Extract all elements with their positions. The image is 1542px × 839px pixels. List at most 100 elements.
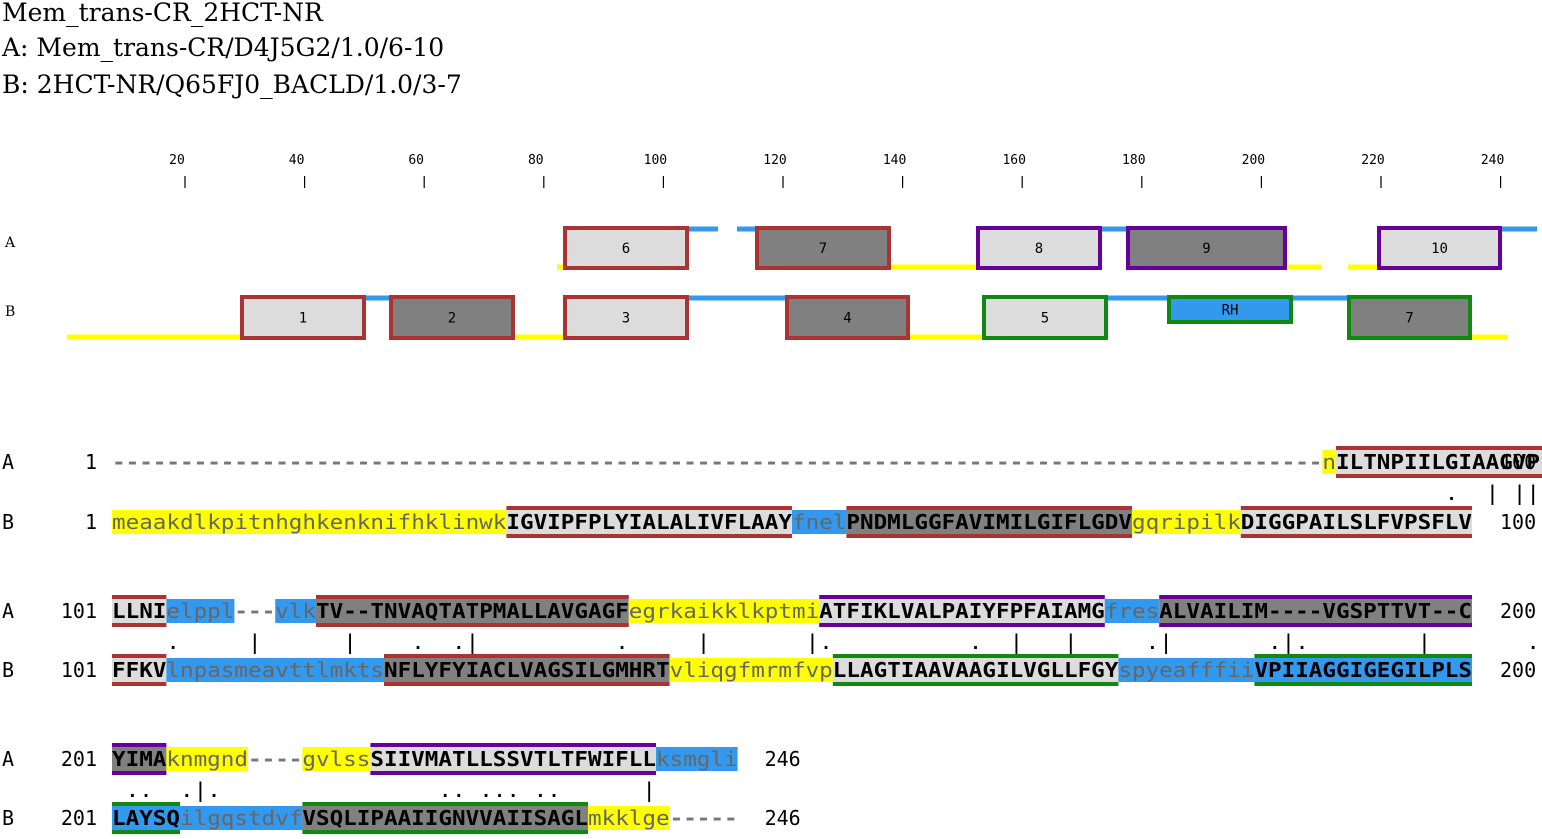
seq-a-segment-bg xyxy=(1104,599,1160,623)
seq-a-segment-bg xyxy=(275,599,316,623)
track-b-helix-box-label: RH xyxy=(1222,303,1239,319)
row-start-b: 1 xyxy=(85,510,97,534)
seq-b-segment-bg xyxy=(180,806,303,830)
match-line: . | || . xyxy=(112,481,1542,505)
seq-b-residues: ilgqstdvf xyxy=(180,806,302,830)
sequence-a-description: A: Mem_trans-CR/D4J5G2/1.0/6-10 xyxy=(2,33,445,62)
ruler-tick-label: 120 xyxy=(763,153,786,168)
seq-b-residues: lnpasmeavttlmkts xyxy=(166,658,384,682)
seq-a-segment-bg xyxy=(1159,599,1472,623)
match-line: . | | . .| . | |. . | | .| .|. | . xyxy=(112,630,1540,654)
track-b-helix-box-label: 7 xyxy=(1405,311,1413,327)
row-label-b: B xyxy=(2,510,14,534)
track-b-helix-box-label: 2 xyxy=(448,311,456,327)
row-end-a: 200 xyxy=(1500,599,1536,623)
ruler-tick-label: 100 xyxy=(644,153,667,168)
seq-b-helix-border-top xyxy=(506,506,792,510)
seq-b-residues: PNDMLGGFAVIMILGIFLGDV xyxy=(846,510,1132,534)
ruler-tick-label: 80 xyxy=(528,153,544,168)
track-a-helix-box xyxy=(976,226,1102,270)
seq-a-helix-border-top xyxy=(112,595,167,599)
track-a-helix-box xyxy=(563,226,689,270)
seq-b-segment-bg xyxy=(846,510,1132,534)
seq-a-residues: fres xyxy=(1105,599,1159,623)
seq-a-helix-border-top xyxy=(1159,595,1472,599)
row-end-b: 200 xyxy=(1500,658,1536,682)
position-ruler: 20 40 60 80 100 120 140 160 180 200 220 240 xyxy=(169,153,1504,188)
seq-a-helix-border-bottom xyxy=(112,771,167,775)
seq-b-helix-border-bottom xyxy=(1254,682,1472,686)
ruler-tick-label: 200 xyxy=(1242,153,1265,168)
seq-a-residues: egrkaikklkptmi xyxy=(629,599,819,623)
seq-a-helix-border-bottom xyxy=(819,623,1105,627)
seq-b-residues: NFLYFYIACLVAGSILGMHRT xyxy=(384,658,670,682)
seq-a-residues: ----------------------------------------… xyxy=(112,450,1322,474)
seq-b-helix-border-top xyxy=(832,654,1119,658)
seq-b-helix-border-top xyxy=(302,802,588,806)
track-b-helix-box xyxy=(563,295,689,340)
seq-b-segment-bg xyxy=(112,510,507,534)
seq-a-helix-border-top xyxy=(1336,446,1542,450)
seq-a-residues: SIIVMATLLSSVTLTFWIFLL xyxy=(370,747,656,771)
seq-a-segment-bg xyxy=(1322,450,1336,474)
match-line: .. .|. .. ... .. | xyxy=(112,778,656,802)
seq-a-residues: n xyxy=(1322,450,1336,474)
seq-a-residues: gvlss xyxy=(302,747,370,771)
track-b-helix-box xyxy=(240,295,366,340)
seq-a-segment-bg xyxy=(166,747,248,771)
sequence-alignment: A 1B 1------------------------------------… xyxy=(2,446,1542,834)
seq-b-helix-border-bottom xyxy=(112,830,180,834)
seq-a-segment-bg xyxy=(112,599,167,623)
row-label-b: B xyxy=(2,658,14,682)
row-label-a: A xyxy=(2,747,14,771)
track-b-helix-box-label: 3 xyxy=(622,311,630,327)
row-start-b: 201 xyxy=(61,806,97,830)
seq-a-segment-bg xyxy=(656,747,738,771)
ruler-tick-label: 220 xyxy=(1361,153,1384,168)
seq-b-segment-bg xyxy=(792,510,847,534)
seq-a-segment-bg xyxy=(302,747,371,771)
topology-tracks: A B 6 7 8 9 10 1 2 3 4 5 RH 7 xyxy=(4,226,1537,340)
track-b-helix-box-label: 5 xyxy=(1041,311,1049,327)
track-a-helix-box-label: 10 xyxy=(1431,241,1448,257)
row-start-b: 101 xyxy=(61,658,97,682)
seq-a-residues: ---- xyxy=(248,747,302,771)
seq-b-segment-bg xyxy=(166,658,384,682)
track-a-helix-box xyxy=(755,226,891,270)
ruler-tick-label: 40 xyxy=(289,153,305,168)
seq-b-residues: LLAGTIAAVAAGILVGLLFGY xyxy=(833,658,1119,682)
seq-b-helix-border-bottom xyxy=(112,682,167,686)
seq-b-helix-border-top xyxy=(384,654,670,658)
seq-a-residues: elppl xyxy=(166,599,234,623)
seq-b-helix-border-bottom xyxy=(384,682,670,686)
seq-a-segment-bg xyxy=(819,599,1105,623)
seq-b-segment-bg xyxy=(112,658,167,682)
seq-a-residues: LLNI xyxy=(112,599,166,623)
seq-b-segment-bg xyxy=(1254,658,1472,682)
seq-b-residues: FFKV xyxy=(112,658,166,682)
seq-b-residues: VPIIAGGIGEGILPLS xyxy=(1254,658,1472,682)
seq-a-residues: YIMA xyxy=(112,747,166,771)
seq-b-residues: VSQLIPAAIIGNVVAIISAGL xyxy=(302,806,588,830)
seq-a-residues: knmgnd xyxy=(166,747,248,771)
ruler-tick-label: 60 xyxy=(408,153,424,168)
row-end-a: 100 xyxy=(1500,450,1536,474)
track-label-a: A xyxy=(4,235,16,251)
seq-b-residues: meaakdlkpitnhghkenknifhklinwk xyxy=(112,510,506,534)
seq-a-residues: ksmgli xyxy=(656,747,738,771)
seq-a-helix-border-top xyxy=(819,595,1105,599)
seq-b-segment-bg xyxy=(1132,510,1241,534)
seq-b-helix-border-top xyxy=(1254,654,1472,658)
seq-a-residues: TV--TNVAQTATPMALLAVGAGF xyxy=(316,599,629,623)
row-end-b: 100 xyxy=(1500,510,1536,534)
track-b-helix-box-label: 4 xyxy=(843,311,851,327)
seq-a-residues: ATFIKLVALPAIYFPFAIAMG xyxy=(819,599,1105,623)
seq-a-segment-bg xyxy=(628,599,820,623)
seq-b-segment-bg xyxy=(506,510,792,534)
seq-a-helix-border-top xyxy=(316,595,629,599)
seq-b-residues: spyeafffii xyxy=(1118,658,1254,682)
track-a-helix-box-label: 7 xyxy=(819,241,827,257)
seq-b-residues: LAYSQ xyxy=(112,806,180,830)
seq-a-segment-bg xyxy=(316,599,629,623)
seq-b-residues: gqripilk xyxy=(1132,510,1241,534)
